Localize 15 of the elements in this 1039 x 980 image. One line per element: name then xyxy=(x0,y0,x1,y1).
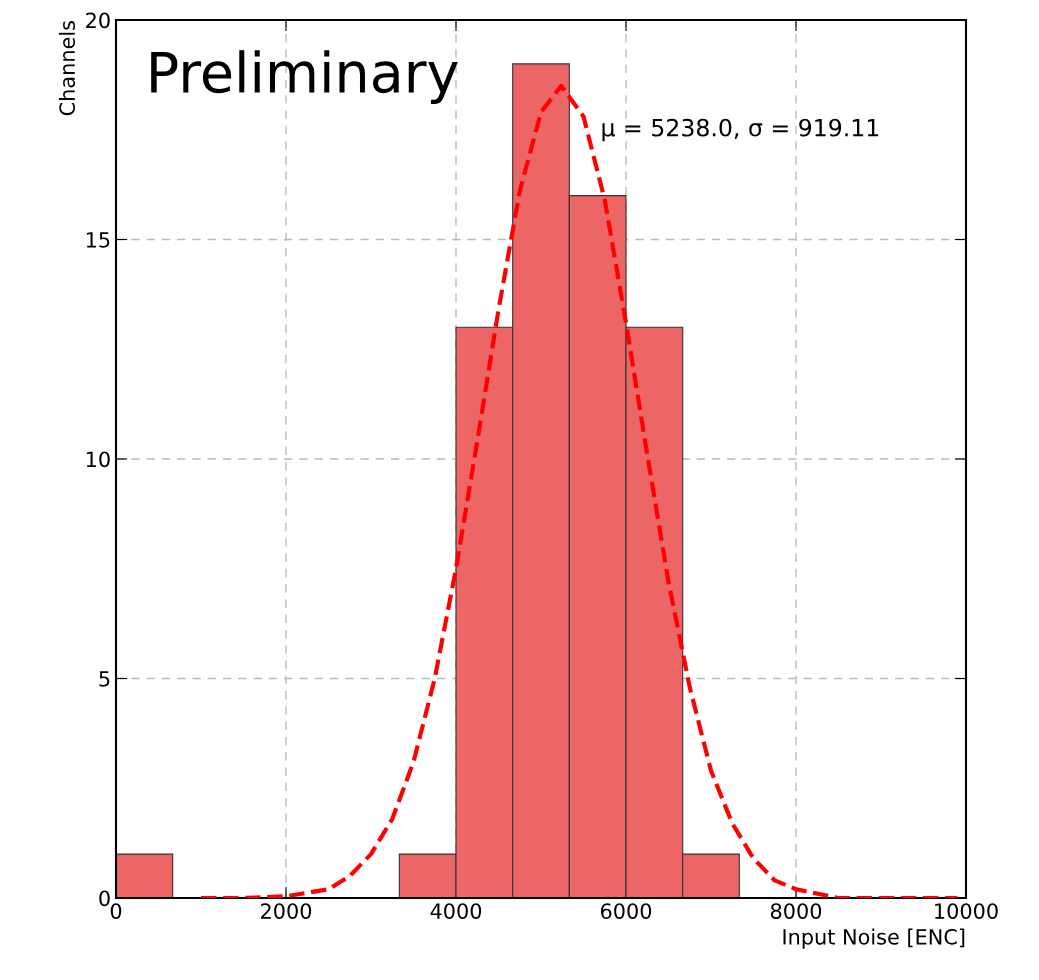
y-axis-title: Channels xyxy=(58,21,76,116)
y-tick-label: 15 xyxy=(86,232,110,248)
x-tick-label: 2000 xyxy=(261,903,312,919)
y-tick-label: 0 xyxy=(99,890,110,907)
x-tick-label: 8000 xyxy=(770,903,822,919)
y-tick-label: 20 xyxy=(86,12,110,29)
y-tick-label: 10 xyxy=(86,451,110,468)
x-tick-label: 0 xyxy=(110,903,122,919)
x-axis-title: Input Noise [ENC] xyxy=(783,928,965,949)
x-tick-label: 4000 xyxy=(430,903,482,919)
annotation: Preliminary xyxy=(151,50,458,104)
x-tick-label: 10000 xyxy=(935,903,998,919)
y-tick-label: 5 xyxy=(99,671,110,687)
x-tick-label: 6000 xyxy=(600,903,652,919)
annotation: μ = 5238.0, σ = 919.11 xyxy=(602,118,879,142)
